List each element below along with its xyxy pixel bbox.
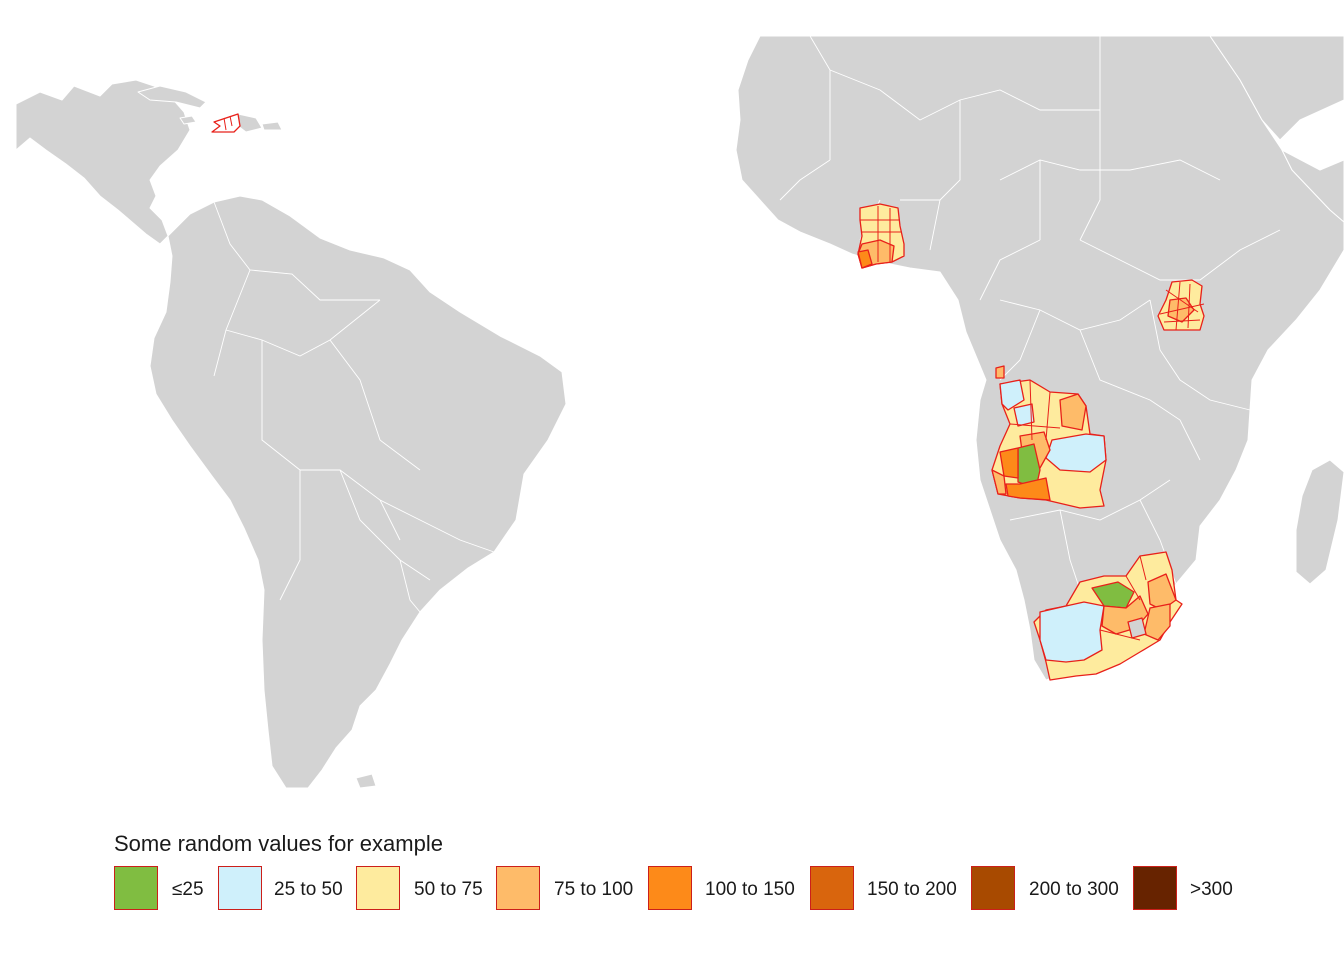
legend-label-le25: ≤25 (172, 879, 204, 900)
puerto-rico-island (261, 121, 283, 131)
legend-swatch-100-150 (648, 866, 692, 910)
legend-label-200-300: 200 to 300 (1029, 879, 1119, 900)
horn-extension (1281, 149, 1344, 223)
south-america-borders (213, 201, 495, 613)
legend-label-50-75: 50 to 75 (414, 879, 483, 900)
africa-landmass (735, 35, 1344, 681)
legend-label-gt300: >300 (1190, 879, 1233, 900)
cuba-island (137, 85, 207, 109)
legend-label-25-50: 25 to 50 (274, 879, 343, 900)
africa-borders (779, 35, 1281, 591)
legend-title: Some random values for example (114, 831, 443, 856)
falkland-islands (355, 773, 377, 789)
north-america-landmass (15, 79, 191, 245)
legend-swatch-25-50 (218, 866, 262, 910)
jamaica-island (179, 115, 197, 125)
legend-label-150-200: 150 to 200 (867, 879, 957, 900)
uganda-regions (1157, 279, 1205, 331)
arabian-peninsula (1209, 35, 1344, 141)
legend: ≤25 25 to 50 50 to 75 75 to 100 100 to 1… (114, 866, 1294, 914)
dominican-republic (237, 113, 263, 133)
map-canvas (15, 35, 1344, 789)
south-africa-regions (1033, 551, 1183, 681)
legend-swatch-gt300 (1133, 866, 1177, 910)
legend-swatch-200-300 (971, 866, 1015, 910)
legend-label-75-100: 75 to 100 (554, 879, 634, 900)
ghana-regions (857, 203, 905, 269)
south-america-landmass (149, 195, 567, 789)
legend-swatch-75-100 (496, 866, 540, 910)
cabinda-region (995, 365, 1005, 379)
legend-label-100-150: 100 to 150 (705, 879, 795, 900)
haiti-regions (211, 113, 241, 133)
angola-regions (991, 379, 1107, 509)
legend-swatch-150-200 (810, 866, 854, 910)
legend-swatch-50-75 (356, 866, 400, 910)
legend-swatch-le25 (114, 866, 158, 910)
madagascar-island (1295, 459, 1344, 585)
